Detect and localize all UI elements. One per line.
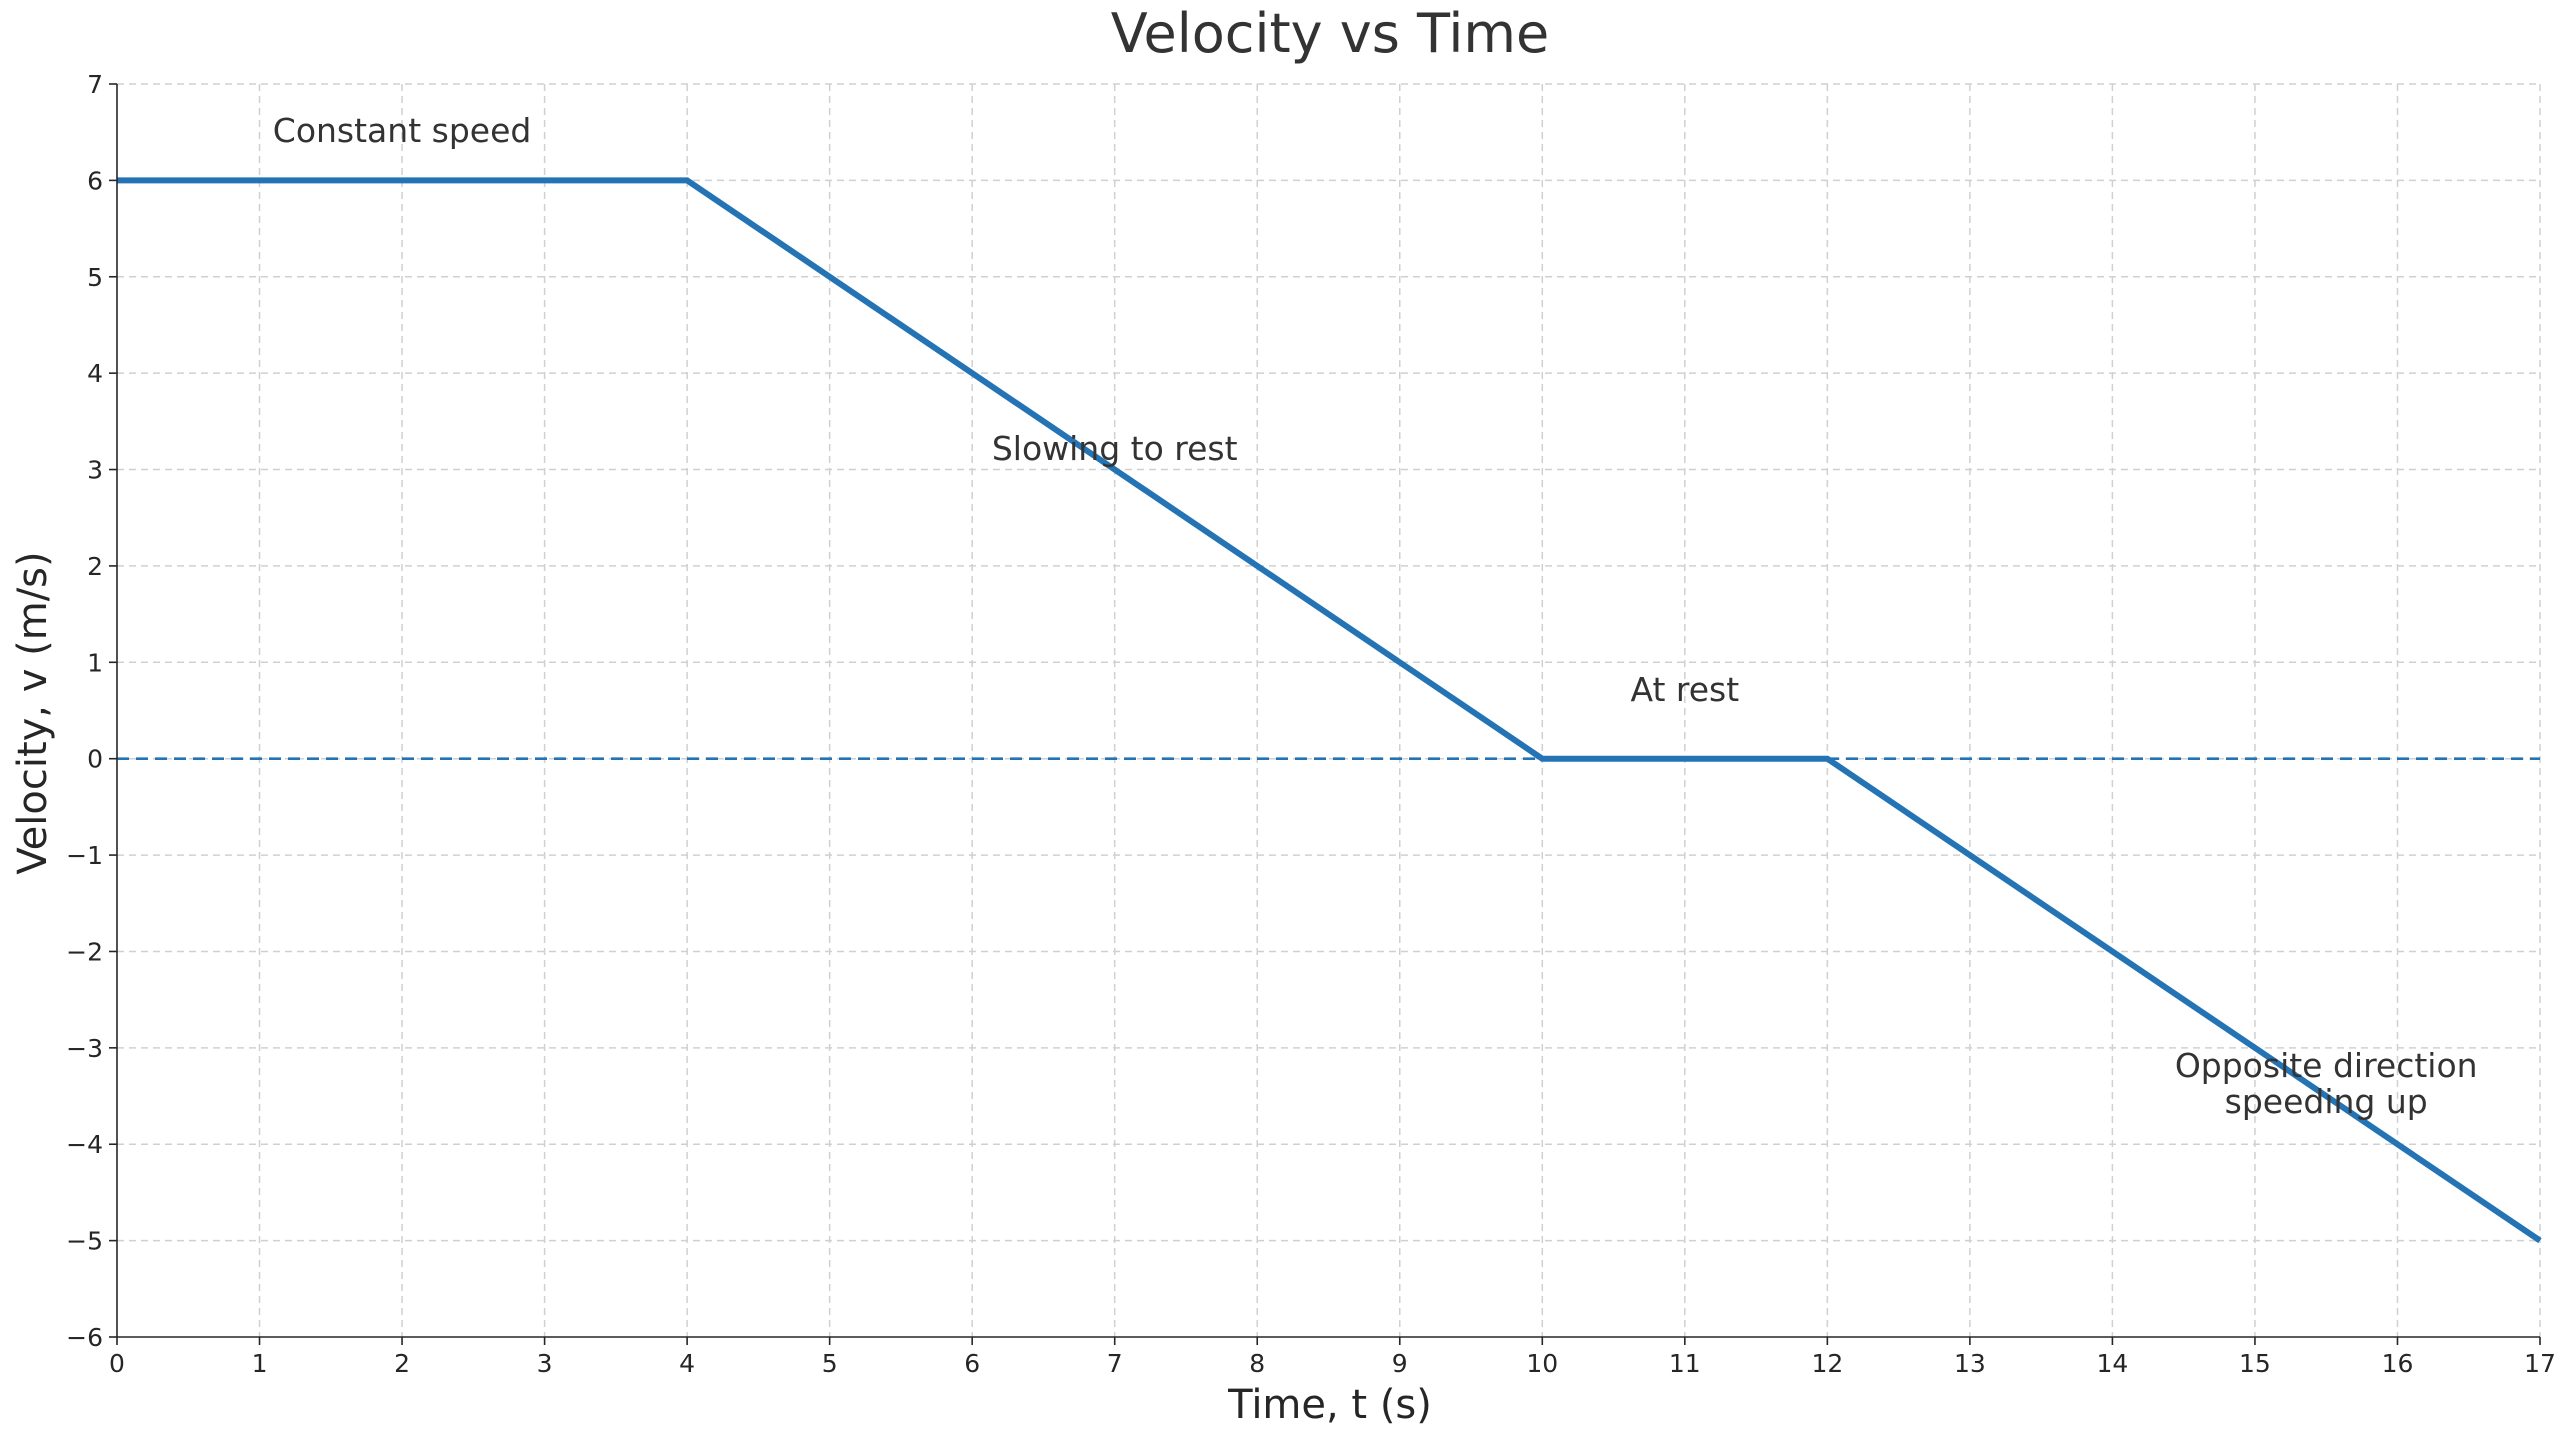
annotation-line: At rest [1630, 670, 1739, 709]
x-tick-label: 17 [2524, 1349, 2556, 1378]
x-tick-label: 6 [964, 1349, 980, 1378]
y-tick-label: 0 [87, 745, 103, 774]
y-tick-label: −1 [66, 841, 103, 870]
x-axis-label: Time, t (s) [1227, 1382, 1432, 1428]
x-tick-label: 5 [822, 1349, 838, 1378]
tick-labels: 0 1 2 3 4 5 6 7 8 9 10 11 12 13 14 15 16 17−6−5−4−3−2−101… [66, 70, 2556, 1378]
x-tick-label: 11 [1669, 1349, 1701, 1378]
annotation-line: Slowing to rest [992, 429, 1238, 468]
y-tick-label: −2 [66, 937, 103, 966]
x-tick-label: 10 [1526, 1349, 1558, 1378]
velocity-line [117, 177, 2542, 1244]
y-tick-label: 2 [87, 552, 103, 581]
x-tick-label: 4 [679, 1349, 695, 1378]
x-tick-label: 12 [1811, 1349, 1843, 1378]
annotation-text: Slowing to rest [992, 429, 1238, 468]
annotation-text: Constant speed [273, 111, 532, 150]
y-tick-label: 3 [87, 456, 103, 485]
series-group [117, 177, 2542, 1244]
annotation-text: Opposite direction speeding up [2175, 1046, 2478, 1121]
y-tick-label: −6 [66, 1323, 103, 1352]
annotation-line: Opposite direction [2175, 1046, 2478, 1085]
x-tick-label: 9 [1392, 1349, 1408, 1378]
x-tick-label: 13 [1954, 1349, 1986, 1378]
axes [116, 84, 2540, 1338]
y-tick-label: −4 [66, 1130, 103, 1159]
y-tick-label: 6 [87, 166, 103, 195]
y-tick-label: 1 [87, 648, 103, 677]
x-tick-label: 3 [537, 1349, 553, 1378]
y-tick-label: 7 [87, 70, 103, 99]
annotations: Constant speed Slowing to rest At rest Oppo… [273, 111, 2478, 1121]
x-tick-label: 14 [2097, 1349, 2129, 1378]
x-tick-label: 8 [1249, 1349, 1265, 1378]
y-axis-label: Velocity, v (m/s) [10, 551, 56, 874]
x-tick-label: 15 [2239, 1349, 2271, 1378]
x-tick-label: 1 [252, 1349, 268, 1378]
y-tick-label: 5 [87, 263, 103, 292]
y-tick-label: −3 [66, 1034, 103, 1063]
x-tick-label: 7 [1107, 1349, 1123, 1378]
y-tick-label: 4 [87, 359, 103, 388]
x-tick-label: 16 [2382, 1349, 2414, 1378]
annotation-line: speeding up [2225, 1082, 2428, 1121]
annotation-line: Constant speed [273, 111, 532, 150]
annotation-text: At rest [1630, 670, 1739, 709]
x-tick-label: 2 [394, 1349, 410, 1378]
y-tick-label: −5 [66, 1227, 103, 1256]
x-tick-label: 0 [109, 1349, 125, 1378]
grid [117, 83, 2541, 1337]
chart-title: Velocity vs Time [1111, 2, 1549, 65]
